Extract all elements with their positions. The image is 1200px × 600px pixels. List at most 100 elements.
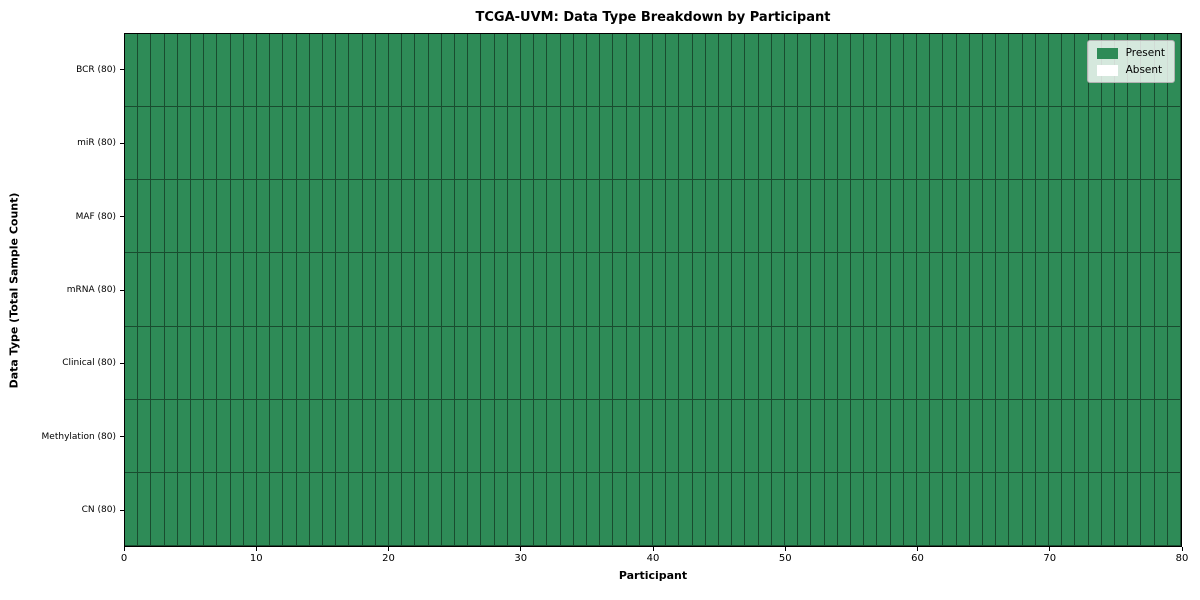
heatmap-cell	[864, 107, 878, 181]
heatmap-cell	[138, 253, 152, 327]
heatmap-cell	[679, 180, 693, 254]
heatmap-cell	[850, 326, 865, 400]
heatmap-cell	[547, 472, 561, 546]
heatmap-cell	[705, 34, 719, 108]
heatmap-cell	[692, 107, 706, 181]
heatmap-cell	[362, 472, 376, 546]
heatmap-cell	[1035, 180, 1049, 254]
heatmap-cell	[666, 107, 680, 181]
y-tick-mark	[120, 509, 124, 511]
heatmap-cell	[784, 326, 799, 400]
heatmap-cell	[494, 107, 508, 181]
heatmap-cell	[230, 399, 244, 473]
heatmap-cell	[270, 472, 284, 546]
heatmap-cell	[890, 34, 904, 108]
x-tick-label: 50	[778, 553, 792, 564]
heatmap-cell	[507, 253, 521, 327]
heatmap-cell	[1062, 107, 1076, 181]
heatmap-cell	[1048, 472, 1063, 546]
chart-title: TCGA-UVM: Data Type Breakdown by Partici…	[475, 10, 831, 25]
heatmap-cell	[784, 472, 799, 546]
heatmap-cell	[1101, 399, 1115, 473]
heatmap-cell	[177, 399, 191, 473]
heatmap-cell	[982, 107, 997, 181]
heatmap-cell	[666, 399, 680, 473]
heatmap-cell	[850, 399, 865, 473]
heatmap-cell	[1141, 399, 1155, 473]
heatmap-cell	[1048, 399, 1063, 473]
heatmap-cell	[916, 180, 931, 254]
heatmap-cell	[573, 472, 587, 546]
heatmap-cell	[177, 180, 191, 254]
heatmap-cell	[309, 253, 323, 327]
heatmap-cell	[296, 253, 310, 327]
heatmap-cell	[692, 399, 706, 473]
y-tick-label: BCR (80)	[76, 64, 116, 75]
heatmap-cell	[1154, 107, 1168, 181]
heatmap-cell	[151, 326, 165, 400]
heatmap-cell	[243, 107, 257, 181]
heatmap-cell	[1009, 180, 1023, 254]
heatmap-cell	[586, 326, 601, 400]
heatmap-cell	[745, 253, 759, 327]
heatmap-cell	[877, 399, 891, 473]
heatmap-cell	[1035, 472, 1049, 546]
heatmap-cell	[125, 399, 139, 473]
heatmap-cell	[943, 472, 957, 546]
heatmap-cell	[890, 180, 904, 254]
heatmap-cell	[1141, 326, 1155, 400]
heatmap-cell	[1048, 253, 1063, 327]
heatmap-cell	[943, 399, 957, 473]
heatmap-cell	[666, 326, 680, 400]
heatmap-plot-area	[124, 33, 1182, 547]
heatmap-cell	[402, 180, 416, 254]
heatmap-cell	[745, 180, 759, 254]
heatmap-cell	[1048, 180, 1063, 254]
heatmap-cell	[692, 253, 706, 327]
heatmap-cell	[718, 34, 733, 108]
heatmap-cell	[402, 107, 416, 181]
heatmap-cell	[481, 107, 495, 181]
heatmap-cell	[402, 399, 416, 473]
heatmap-cell	[679, 326, 693, 400]
heatmap-cell	[296, 472, 310, 546]
heatmap-cell	[283, 180, 297, 254]
heatmap-cell	[309, 34, 323, 108]
heatmap-cell	[1088, 253, 1102, 327]
x-tick-mark	[652, 547, 654, 551]
heatmap-cell	[309, 399, 323, 473]
heatmap-cell	[164, 34, 178, 108]
heatmap-cell	[996, 472, 1010, 546]
heatmap-cell	[1035, 326, 1049, 400]
heatmap-cell	[547, 399, 561, 473]
heatmap-cell	[468, 326, 482, 400]
heatmap-cell	[388, 34, 403, 108]
heatmap-cell	[468, 399, 482, 473]
heatmap-cell	[507, 472, 521, 546]
heatmap-cell	[164, 326, 178, 400]
heatmap-cell	[969, 399, 983, 473]
heatmap-cell	[534, 34, 548, 108]
heatmap-cell	[322, 399, 337, 473]
heatmap-cell	[784, 253, 799, 327]
heatmap-cell	[190, 180, 205, 254]
y-tick-mark	[120, 289, 124, 291]
heatmap-cell	[507, 326, 521, 400]
legend-swatch	[1096, 47, 1118, 59]
heatmap-cell	[151, 107, 165, 181]
heatmap-cell	[798, 107, 812, 181]
heatmap-cell	[415, 107, 429, 181]
heatmap-cell	[428, 399, 442, 473]
heatmap-cell	[850, 472, 865, 546]
heatmap-cell	[1114, 326, 1129, 400]
heatmap-cell	[666, 253, 680, 327]
heatmap-cell	[652, 472, 667, 546]
y-axis-label-box: Data Type (Total Sample Count)	[4, 33, 24, 547]
heatmap-cell	[811, 253, 825, 327]
heatmap-cell	[190, 326, 205, 400]
heatmap-cell	[349, 253, 363, 327]
heatmap-cell	[138, 180, 152, 254]
heatmap-cell	[520, 107, 535, 181]
heatmap-cell	[613, 472, 627, 546]
heatmap-cell	[164, 472, 178, 546]
